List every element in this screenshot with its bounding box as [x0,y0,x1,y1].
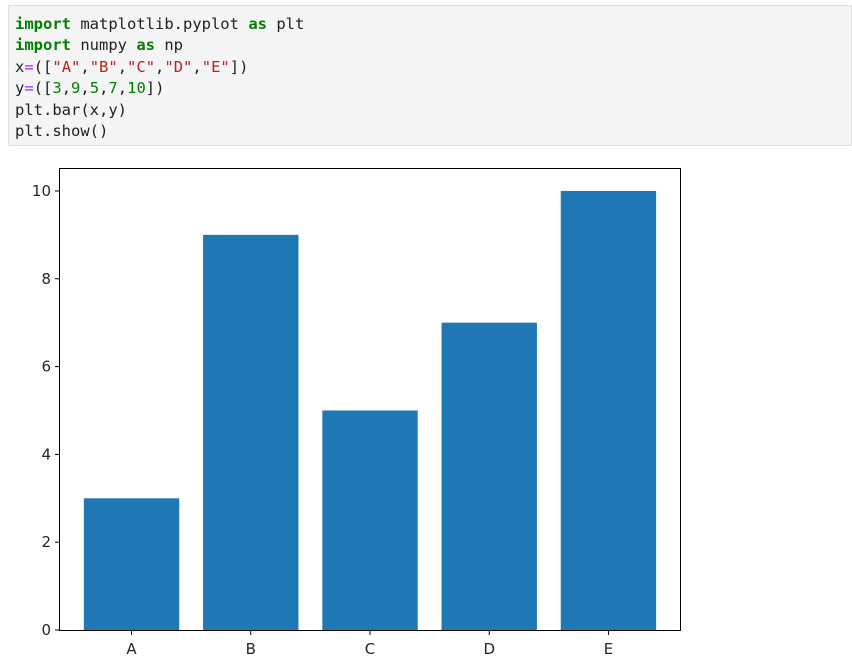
x-tick-label: E [604,640,613,658]
code-token-str: "B" [89,57,118,76]
x-tick-label: B [246,640,256,658]
bar-E [560,190,657,630]
code-token-plain: , [192,57,202,76]
bar-chart: 0 2 4 6 8 10 A B C D E [32,168,681,658]
code-token-str: "E" [201,57,230,76]
code-token-kw: import [15,15,71,33]
code-token-plain: , [117,57,128,76]
x-axis: A B C D E [126,630,613,658]
bar-B [203,234,299,630]
code-token-plain: , [155,57,165,76]
code-token-plain: plt.bar(x,y) [15,100,127,119]
code-token-plain: matplotlib.pyplot [71,15,249,33]
code-line: plt.show() [15,121,851,142]
y-tick-label: 2 [41,533,51,551]
code-token-op: = [24,79,34,98]
code-line: plt.bar(x,y) [15,100,851,121]
code-token-str: "A" [52,57,81,76]
code-token-num: 7 [108,79,118,98]
code-token-kw: as [248,15,267,33]
y-tick-label: 8 [41,270,51,288]
x-tick-label: C [365,640,375,658]
x-tick-label: A [126,640,137,658]
y-axis: 0 2 4 6 8 10 [32,182,60,639]
code-token-num: 5 [89,79,100,98]
code-token-plain: , [117,79,128,98]
code-cell[interactable]: import matplotlib.pyplot as plt import nu… [8,5,852,146]
code-token-num: 10 [127,79,146,98]
code-token-num: 9 [71,79,81,98]
bar-C [322,410,418,630]
code-token-plain: , [99,79,109,98]
code-token-kw: as [136,36,155,55]
code-token-str: "C" [127,57,156,76]
code-token-op: = [24,57,34,76]
code-line: x=(["A","B","C","D","E"]) [15,57,851,78]
code-token-plain: ]) [229,57,249,76]
code-token-plain: x [15,57,25,76]
code-token-plain: numpy [71,36,137,55]
bar-D [441,322,537,630]
bar-A [83,498,180,630]
code-line: import numpy as np [15,35,851,56]
code-token-num: 3 [52,79,62,98]
code-line: import matplotlib.pyplot as plt [15,14,851,35]
code-line: y=([3,9,5,7,10]) [15,78,851,99]
x-tick-label: D [483,640,495,658]
y-tick-label: 0 [41,621,51,639]
code-token-plain: , [80,79,90,98]
bars-layer [83,190,657,630]
code-editor[interactable]: import matplotlib.pyplot as plt import nu… [15,14,851,142]
code-token-plain: , [80,57,90,76]
code-token-plain: ([ [33,79,53,98]
code-token-plain: ([ [33,57,53,76]
code-token-plain: plt.show() [15,121,109,140]
y-tick-label: 6 [41,358,51,376]
code-token-plain: ]) [145,79,165,98]
y-tick-label: 10 [32,182,51,200]
code-token-plain: plt [266,15,305,33]
y-tick-label: 4 [41,445,51,463]
code-token-plain: y [15,79,25,98]
code-token-kw: import [15,36,71,55]
code-token-plain: , [61,79,72,98]
code-token-plain: np [155,36,183,55]
code-token-str: "D" [164,57,193,76]
